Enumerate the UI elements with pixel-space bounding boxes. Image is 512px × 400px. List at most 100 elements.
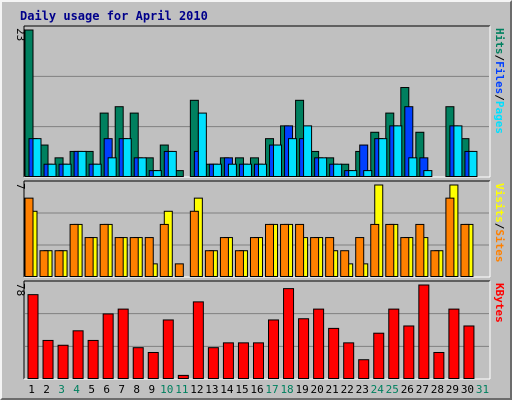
- x-tick-label-day-15: 15: [235, 383, 248, 396]
- bar-sites-day-13: [204, 250, 214, 277]
- bar-pages-day-17: [273, 144, 283, 177]
- bar-pages-day-18: [288, 138, 298, 177]
- bar-sites-day-1: [24, 197, 34, 277]
- bar-sites-day-28: [430, 250, 440, 277]
- bar-sites-day-11: [174, 263, 184, 278]
- bar-kbytes-day-3: [57, 344, 69, 379]
- bar-pages-day-20: [318, 157, 328, 177]
- bar-pages-day-24: [378, 138, 388, 177]
- bar-sites-day-21: [325, 237, 335, 277]
- bar-sites-day-29: [445, 197, 455, 277]
- bar-pages-day-29: [453, 125, 463, 178]
- bar-sites-day-3: [54, 250, 64, 277]
- bar-sites-day-8: [129, 237, 139, 277]
- x-tick-label-day-31: 31: [476, 383, 489, 396]
- bar-pages-day-26: [408, 157, 418, 177]
- bar-kbytes-day-2: [42, 339, 54, 379]
- legend-separator: /: [493, 94, 506, 101]
- bar-kbytes-day-27: [418, 284, 430, 379]
- legend-separator: /: [493, 223, 506, 230]
- bar-sites-day-24: [370, 223, 380, 278]
- bar-kbytes-day-4: [72, 330, 84, 379]
- x-tick-label-day-9: 9: [148, 383, 155, 396]
- bar-kbytes-day-29: [448, 308, 460, 380]
- x-tick-label-day-10: 10: [160, 383, 173, 396]
- bar-sites-day-14: [219, 237, 229, 277]
- bar-kbytes-day-15: [237, 342, 249, 380]
- bar-pages-day-7: [122, 138, 132, 177]
- bar-sites-day-25: [385, 223, 395, 278]
- bar-sites-day-7: [114, 237, 124, 277]
- bar-sites-day-10: [159, 223, 169, 278]
- bar-sites-day-17: [265, 223, 275, 278]
- bar-sites-day-22: [340, 250, 350, 277]
- x-tick-label-day-22: 22: [341, 383, 354, 396]
- bar-pages-day-25: [393, 125, 403, 178]
- legend-entry-files: Files: [493, 61, 506, 94]
- bar-pages-day-4: [77, 150, 87, 178]
- bar-sites-day-16: [249, 237, 259, 277]
- bar-sites-day-26: [400, 237, 410, 277]
- x-tick-label-day-25: 25: [386, 383, 399, 396]
- x-tick-label-day-21: 21: [326, 383, 339, 396]
- bar-kbytes-day-9: [147, 351, 159, 380]
- bar-sites-day-30: [460, 223, 470, 278]
- panel-top: 23 Hits/Files/Pages: [14, 25, 506, 178]
- bar-kbytes-day-23: [358, 359, 370, 380]
- bar-pages-day-13: [212, 163, 222, 178]
- bar-kbytes-day-21: [328, 327, 340, 379]
- bar-sites-day-20: [310, 237, 320, 277]
- bar-sites-day-23: [355, 237, 365, 277]
- panel-bottom: 78 KBytes: [14, 280, 506, 380]
- x-tick-label-day-16: 16: [250, 383, 263, 396]
- legend-entry-kbytes: KBytes: [493, 283, 506, 323]
- x-tick-label-day-3: 3: [58, 383, 65, 396]
- bar-kbytes-day-30: [463, 325, 475, 380]
- panel-middle: 7 Visits/Sites: [14, 180, 506, 278]
- bar-kbytes-day-10: [162, 319, 174, 380]
- bar-pages-day-10: [167, 150, 177, 178]
- bar-kbytes-day-14: [222, 342, 234, 380]
- x-tick-label-day-14: 14: [220, 383, 234, 396]
- legend-middle: Visits/Sites: [493, 183, 506, 263]
- x-tick-label-day-19: 19: [295, 383, 308, 396]
- chart-title: Daily usage for April 2010: [20, 9, 208, 23]
- x-tick-label-day-24: 24: [371, 383, 385, 396]
- legend-entry-pages: Pages: [493, 101, 506, 134]
- bar-sites-day-4: [69, 223, 79, 278]
- bar-sites-day-12: [189, 210, 199, 278]
- bar-kbytes-day-22: [343, 342, 355, 380]
- x-tick-label-day-4: 4: [73, 383, 80, 396]
- bar-kbytes-day-6: [102, 313, 114, 379]
- x-tick-label-day-28: 28: [431, 383, 444, 396]
- bar-pages-day-14: [227, 163, 237, 178]
- bar-sites-day-6: [99, 223, 109, 278]
- bar-pages-day-5: [92, 163, 102, 178]
- x-tick-label-day-7: 7: [118, 383, 125, 396]
- bar-kbytes-day-12: [192, 301, 204, 379]
- bar-pages-day-22: [348, 170, 358, 177]
- x-tick-label-day-12: 12: [190, 383, 203, 396]
- bar-pages-day-6: [107, 157, 117, 177]
- x-tick-label-day-23: 23: [356, 383, 369, 396]
- bar-pages-day-12: [197, 112, 207, 178]
- legend-separator: /: [493, 55, 506, 62]
- bar-kbytes-day-18: [283, 288, 295, 379]
- x-tick-label-day-8: 8: [133, 383, 140, 396]
- bar-kbytes-day-8: [132, 347, 144, 379]
- legend-entry-hits: Hits: [493, 28, 506, 55]
- legend-top: Hits/Files/Pages: [493, 28, 506, 134]
- bar-sites-day-5: [84, 237, 94, 277]
- bar-kbytes-day-25: [388, 308, 400, 380]
- x-tick-label-day-18: 18: [280, 383, 293, 396]
- bar-pages-day-23: [363, 170, 373, 177]
- x-tick-label-day-20: 20: [311, 383, 324, 396]
- bar-kbytes-day-20: [313, 308, 325, 380]
- bar-kbytes-day-17: [268, 319, 280, 380]
- y-max-label: 78: [14, 283, 27, 296]
- bar-kbytes-day-26: [403, 325, 415, 380]
- bar-sites-day-9: [144, 237, 154, 277]
- x-tick-label-day-30: 30: [461, 383, 474, 396]
- bar-pages-day-21: [333, 163, 343, 178]
